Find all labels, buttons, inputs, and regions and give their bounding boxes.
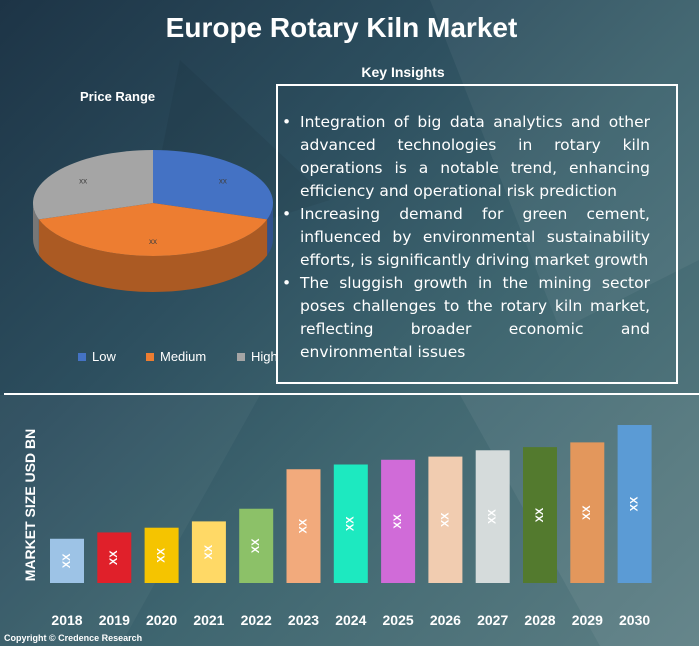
x-tick-2020: 2020 bbox=[146, 612, 177, 628]
legend-label-medium: Medium bbox=[160, 349, 207, 364]
bar-2027 bbox=[475, 450, 510, 583]
page-title: Europe Rotary Kiln Market bbox=[165, 12, 518, 43]
bar-data-label-2021: XX bbox=[203, 544, 215, 559]
x-tick-2021: 2021 bbox=[193, 612, 224, 628]
copyright-text: Copyright © Credence Research bbox=[4, 633, 143, 643]
pie-side-low bbox=[267, 203, 273, 256]
section-divider bbox=[4, 393, 699, 395]
bar-2030 bbox=[617, 425, 652, 583]
legend-item-high: High bbox=[237, 349, 278, 364]
bar-data-label-2030: XX bbox=[629, 496, 641, 511]
pie-data-label-medium: xx bbox=[149, 237, 157, 246]
x-tick-2026: 2026 bbox=[430, 612, 461, 628]
legend-label-high: High bbox=[251, 349, 278, 364]
insight-item: • Increasing demand for green cement, inf… bbox=[282, 203, 650, 272]
pie-top-slices bbox=[32, 150, 273, 257]
pie-slice-high bbox=[32, 150, 153, 220]
bar-data-label-2018: XX bbox=[61, 553, 73, 568]
legend-swatch-high bbox=[237, 352, 245, 361]
bar-2024 bbox=[333, 464, 368, 583]
x-tick-2019: 2019 bbox=[99, 612, 130, 628]
bar-data-label-2026: XX bbox=[439, 512, 451, 527]
x-tick-2029: 2029 bbox=[572, 612, 603, 628]
bar-data-label-2022: XX bbox=[250, 538, 262, 553]
bar-2019 bbox=[97, 532, 132, 583]
x-tick-2027: 2027 bbox=[477, 612, 508, 628]
x-tick-2025: 2025 bbox=[383, 612, 414, 628]
bar-2022 bbox=[239, 508, 274, 583]
bar-2026 bbox=[428, 456, 463, 583]
insights-title: Key Insights bbox=[361, 64, 445, 80]
pie-side-high bbox=[33, 203, 39, 256]
bar-data-label-2024: XX bbox=[345, 516, 357, 531]
bullet-icon: • bbox=[282, 113, 292, 131]
bar-2021 bbox=[191, 521, 226, 583]
pie-side-medium bbox=[38, 219, 268, 292]
pie-sides bbox=[33, 203, 273, 292]
legend-item-low: Low bbox=[78, 349, 116, 364]
bullet-icon: • bbox=[282, 205, 292, 223]
pie-chart-title: Price Range bbox=[80, 89, 156, 104]
bar-data-label-2020: XX bbox=[156, 547, 168, 562]
insight-text: Increasing demand for green cement, infl… bbox=[300, 205, 650, 269]
legend-item-medium: Medium bbox=[146, 349, 206, 364]
x-tick-2024: 2024 bbox=[335, 612, 366, 628]
bar-data-label-2027: XX bbox=[487, 509, 499, 524]
legend-swatch-low bbox=[78, 352, 86, 361]
bar-data-label-2028: XX bbox=[534, 507, 546, 522]
bar-2023 bbox=[286, 469, 321, 583]
pie-data-labels: xx xx xx bbox=[79, 177, 227, 247]
bar-data-label-2023: XX bbox=[297, 518, 309, 533]
insight-text: The sluggish growth in the mining sector… bbox=[300, 274, 650, 361]
bar-2018 bbox=[50, 538, 84, 583]
insight-text: Integration of big data analytics and ot… bbox=[300, 113, 650, 200]
legend-label-low: Low bbox=[92, 349, 116, 364]
bullet-icon: • bbox=[282, 274, 292, 292]
x-tick-2022: 2022 bbox=[241, 612, 272, 628]
insight-item: • The sluggish growth in the mining secto… bbox=[282, 272, 650, 364]
pie-slice-medium bbox=[38, 203, 268, 257]
bar-data-label-2029: XX bbox=[581, 505, 593, 520]
legend-swatch-medium bbox=[146, 352, 154, 361]
pie-data-label-low: xx bbox=[219, 177, 227, 186]
bar-2020 bbox=[144, 527, 179, 583]
pie-data-label-high: xx bbox=[79, 177, 87, 186]
bar-series: XX XX XX XX XX XX XX XX XX XX XX XX XX bbox=[50, 425, 652, 583]
insight-item: • Integration of big data analytics and o… bbox=[282, 111, 650, 203]
price-range-pie-chart: xx xx xx bbox=[32, 150, 273, 292]
x-tick-2028: 2028 bbox=[524, 612, 555, 628]
bar-2028 bbox=[523, 447, 557, 583]
bar-2029 bbox=[570, 442, 605, 583]
x-tick-2018: 2018 bbox=[51, 612, 82, 628]
x-tick-2030: 2030 bbox=[619, 612, 650, 628]
insights-box bbox=[276, 84, 678, 384]
bar-2025 bbox=[381, 459, 416, 583]
bar-data-label-2019: XX bbox=[108, 550, 120, 565]
bar-data-label-2025: XX bbox=[392, 513, 404, 528]
x-axis-ticks: 2018 2019 2020 2021 2022 2023 2024 2025 2026 2027… bbox=[51, 612, 650, 628]
pie-slice-low bbox=[153, 150, 273, 220]
x-tick-2023: 2023 bbox=[288, 612, 319, 628]
insights-list: • Integration of big data analytics and o… bbox=[282, 111, 650, 364]
